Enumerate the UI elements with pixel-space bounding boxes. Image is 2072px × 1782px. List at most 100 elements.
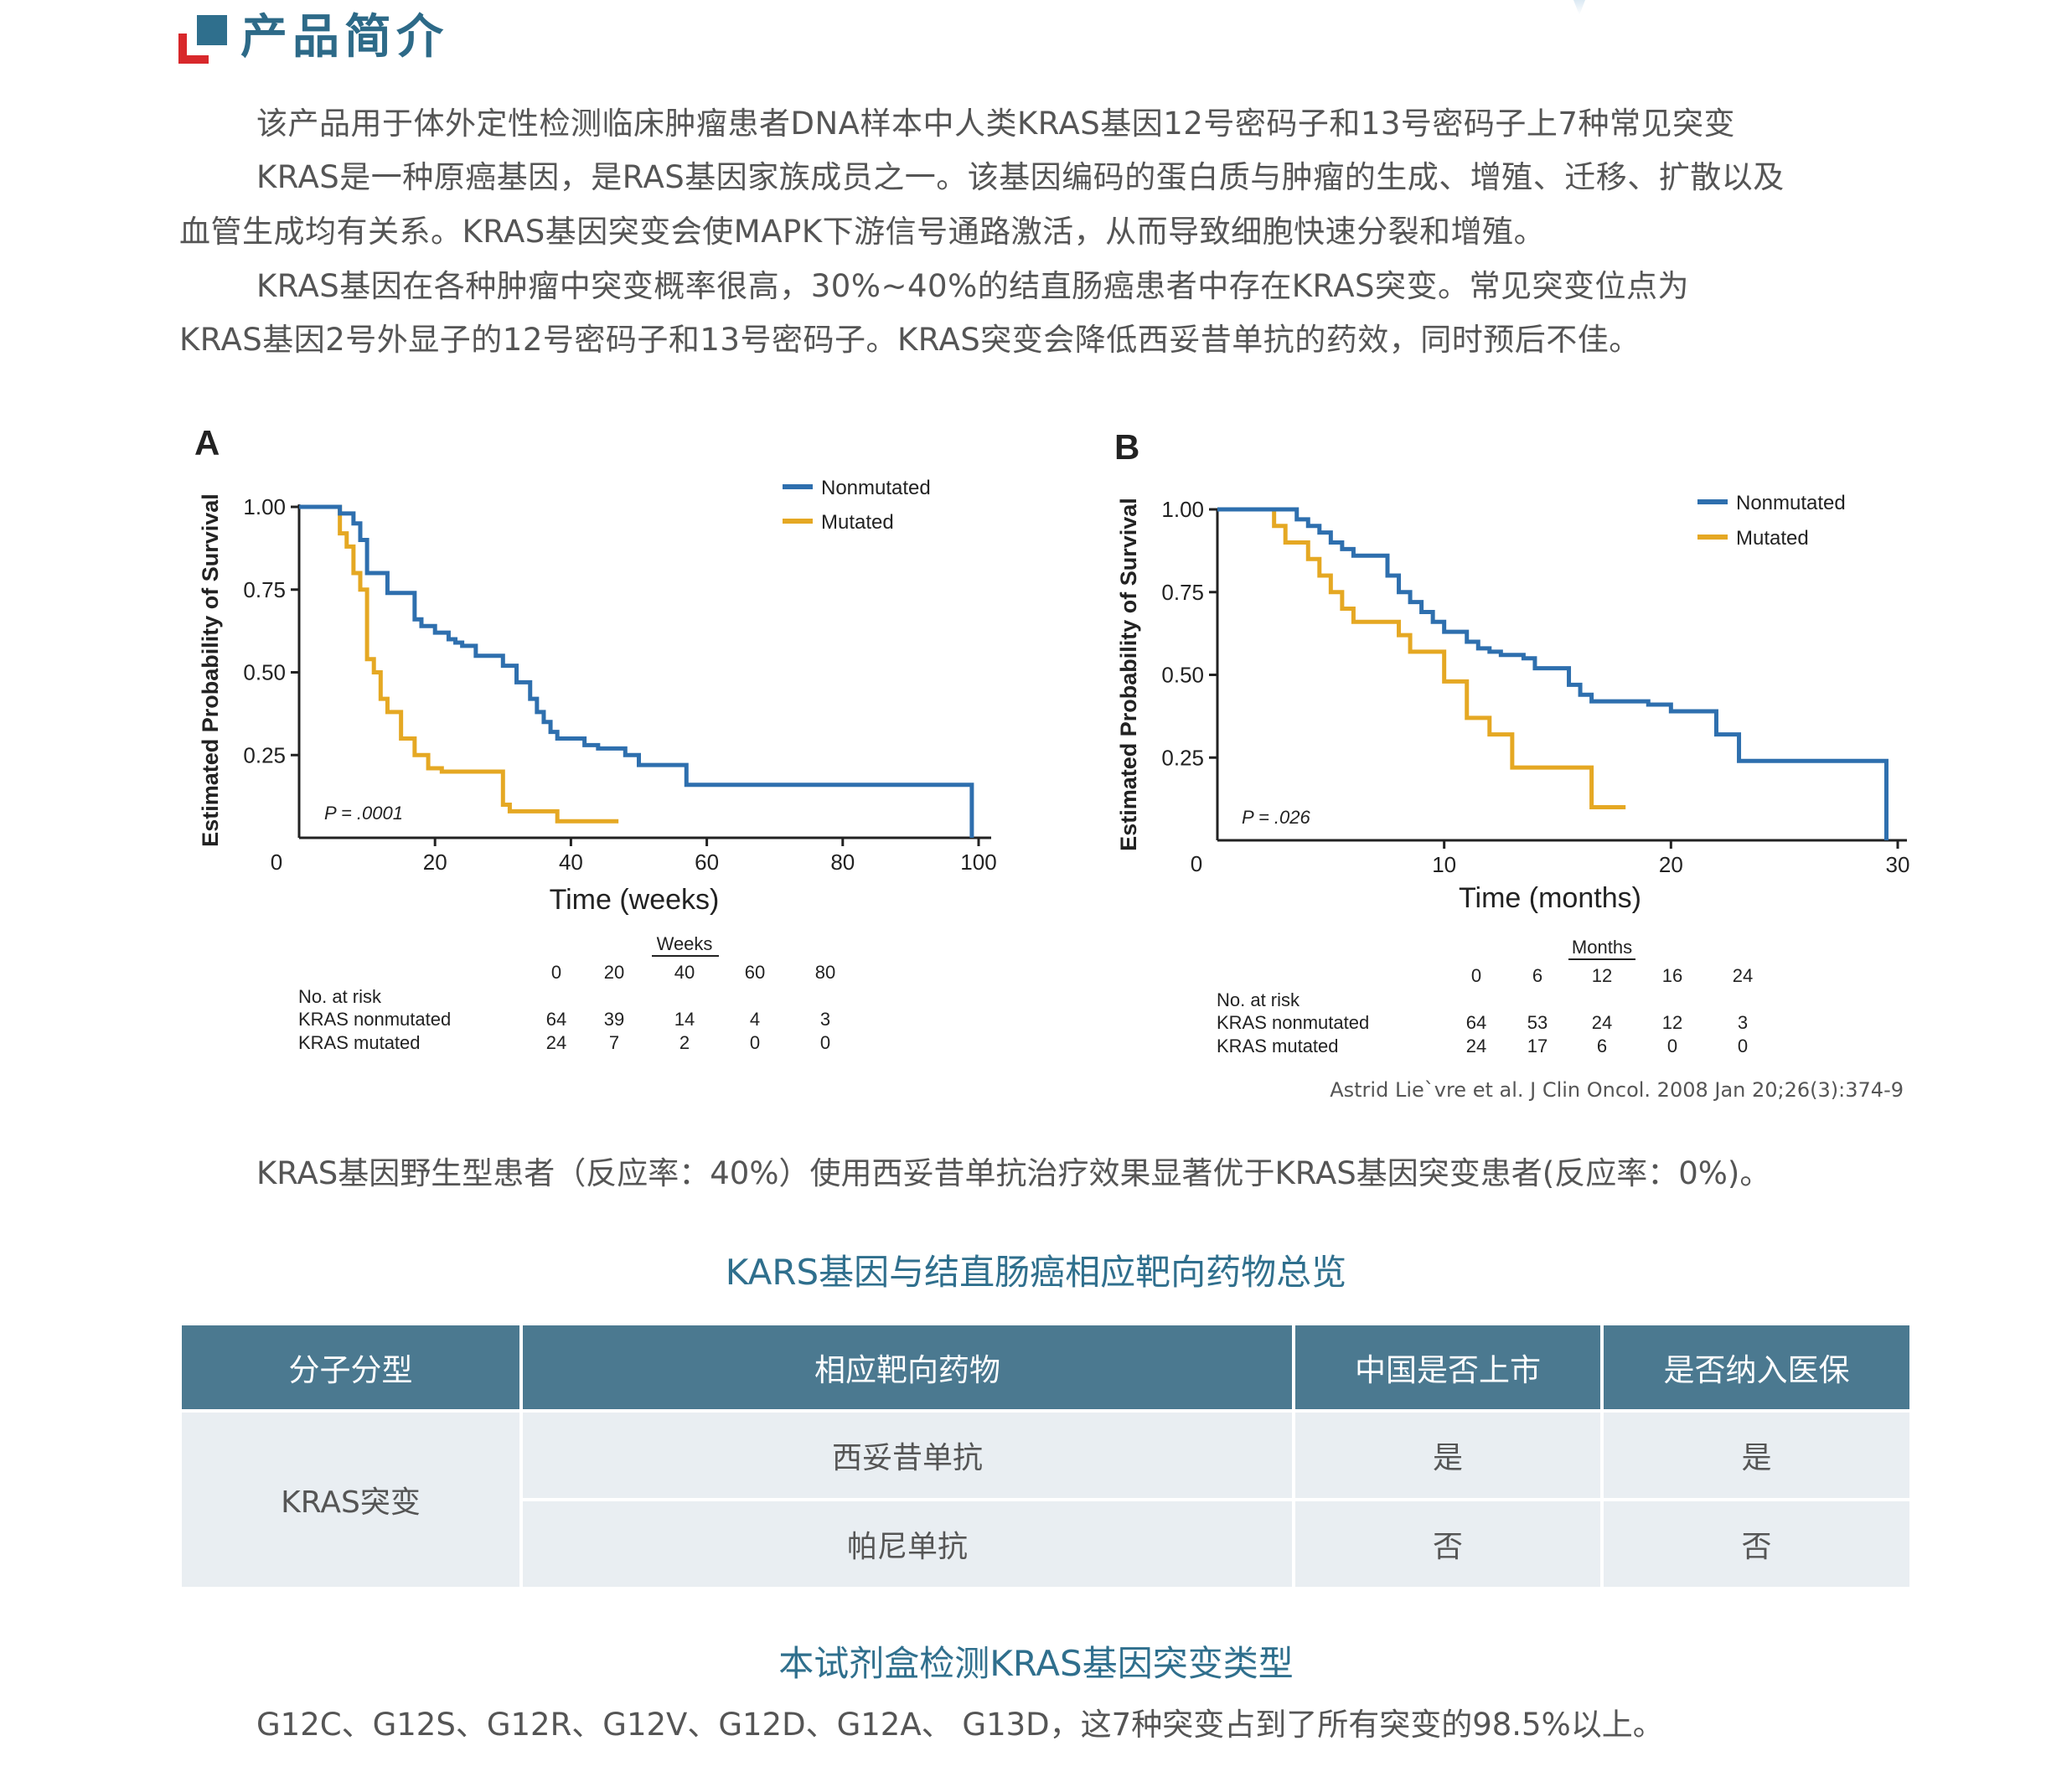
red-blue-squares-logo-icon xyxy=(178,15,229,64)
panel-b-risk-unit: Months xyxy=(1572,937,1632,958)
x-tick-label: 30 xyxy=(1886,852,1910,877)
panel-b-risk-row2-label: KRAS mutated xyxy=(1217,1036,1339,1056)
risk-time-label: 0 xyxy=(551,962,561,983)
y-tick-label: 0.25 xyxy=(243,742,286,767)
insured-value: 否 xyxy=(1602,1498,1909,1587)
risk-time-label: 60 xyxy=(745,962,765,983)
panel-a-risk-row2-label: KRAS mutated xyxy=(298,1032,421,1053)
risk-nonmutated-count: 3 xyxy=(1738,1012,1748,1033)
listed-value: 是 xyxy=(1294,1409,1604,1500)
listed-value: 否 xyxy=(1294,1498,1604,1587)
x-tick-label: 100 xyxy=(960,850,996,875)
panel-b-mutated-curve xyxy=(1217,507,1626,809)
x-tick-label: 40 xyxy=(559,850,583,875)
risk-mutated-count: 24 xyxy=(546,1032,566,1053)
panel-a-risk-row1-label: KRAS nonmutated xyxy=(298,1009,451,1030)
section-title: 产品简介 xyxy=(240,10,448,65)
y-tick-label: 0.25 xyxy=(1161,745,1204,770)
kit-mutation-title: 本试剂盒检测KRAS基因突变类型 xyxy=(778,1643,1294,1684)
panel-a: A Estimated Probability of Survival 1.00… xyxy=(194,423,997,1053)
panel-b-legend-mutated: Mutated xyxy=(1736,527,1809,550)
intro-paragraph-1: 该产品用于体外定性检测临床肿瘤患者DNA样本中人类KRAS基因12号密码子和13… xyxy=(256,106,1735,142)
x-tick-label: 20 xyxy=(423,850,447,875)
risk-mutated-count: 0 xyxy=(820,1032,830,1053)
panel-a-mutated-curve xyxy=(299,504,619,824)
panel-a-p-value: P = .0001 xyxy=(324,803,403,824)
panel-b-risk-row1-label: KRAS nonmutated xyxy=(1217,1012,1369,1033)
risk-nonmutated-count: 64 xyxy=(546,1009,566,1030)
group-label-kras-mutation: KRAS突变 xyxy=(182,1409,523,1587)
risk-time-label: 12 xyxy=(1592,965,1612,986)
y-tick-label: 0.50 xyxy=(243,660,286,685)
table-row: KRAS突变 西妥昔单抗 是 是 xyxy=(182,1409,1909,1587)
table-row: 帕尼单抗 否 否 xyxy=(182,1498,1909,1587)
panel-a-nonmutated-curve xyxy=(299,504,974,838)
risk-nonmutated-count: 64 xyxy=(1466,1012,1486,1033)
panel-b: B Estimated Probability of Survival 1.00… xyxy=(1114,427,1909,1056)
x-tick-label: 80 xyxy=(830,850,855,875)
panel-b-risk-title: No. at risk xyxy=(1217,989,1300,1010)
risk-time-label: 6 xyxy=(1532,965,1542,986)
x-tick-label: 10 xyxy=(1432,852,1456,877)
x-tick-label: 60 xyxy=(695,850,719,875)
header-molecular-type: 分子分型 xyxy=(182,1325,523,1411)
header-target-drug: 相应靶向药物 xyxy=(521,1325,1295,1411)
panel-b-legend-nonmutated: Nonmutated xyxy=(1736,492,1846,514)
response-rate-text: KRAS基因野生型患者（反应率：40%）使用西妥昔单抗治疗效果显著优于KRAS基… xyxy=(256,1155,1771,1191)
kaplan-meier-figure: A Estimated Probability of Survival 1.00… xyxy=(194,423,1909,1056)
panel-a-xlabel: Time (weeks) xyxy=(550,884,720,916)
risk-time-label: 24 xyxy=(1733,965,1753,986)
risk-time-label: 40 xyxy=(674,962,695,983)
panel-b-ylabel: Estimated Probability of Survival xyxy=(1116,498,1141,851)
risk-time-label: 20 xyxy=(604,962,624,983)
risk-mutated-count: 17 xyxy=(1527,1036,1548,1056)
kit-mutation-text: G12C、G12S、G12R、G12V、G12D、G12A、 G13D，这7种突… xyxy=(256,1707,1664,1743)
intro-paragraph-2-line-1: KRAS是一种原癌基因，是RAS基因家族成员之一。该基因编码的蛋白质与肿瘤的生成… xyxy=(256,159,1785,195)
y-tick-label: 1.00 xyxy=(243,494,286,519)
y-tick-label: 0.75 xyxy=(243,577,286,602)
panel-b-xlabel: Time (months) xyxy=(1459,882,1641,914)
risk-mutated-count: 0 xyxy=(1667,1036,1677,1056)
y-tick-label: 1.00 xyxy=(1161,497,1204,522)
risk-time-label: 80 xyxy=(815,962,835,983)
intro-paragraph-3-line-2: KRAS基因2号外显子的12号密码子和13号密码子。KRAS突变会降低西妥昔单抗… xyxy=(179,322,1641,358)
section-header: 产品简介 xyxy=(178,7,765,74)
y-tick-label: 0.50 xyxy=(1161,663,1204,688)
drug-name: 西妥昔单抗 xyxy=(521,1409,1295,1500)
panel-a-origin-label: 0 xyxy=(271,850,282,875)
table-header-row: 分子分型 相应靶向药物 中国是否上市 是否纳入医保 xyxy=(182,1325,1909,1411)
risk-mutated-count: 0 xyxy=(750,1032,760,1053)
header-medical-insurance: 是否纳入医保 xyxy=(1602,1325,1909,1411)
panel-a-risk-title: No. at risk xyxy=(298,986,382,1007)
risk-nonmutated-count: 12 xyxy=(1662,1012,1682,1033)
risk-mutated-count: 2 xyxy=(679,1032,690,1053)
y-tick-label: 0.75 xyxy=(1161,580,1204,605)
risk-time-label: 0 xyxy=(1471,965,1481,986)
panel-b-nonmutated-curve xyxy=(1217,507,1889,840)
drug-name: 帕尼单抗 xyxy=(521,1498,1295,1587)
risk-nonmutated-count: 3 xyxy=(820,1009,830,1030)
intro-paragraph-2-line-2: 血管生成均有关系。KRAS基因突变会使MAPK下游信号通路激活，从而导致细胞快速… xyxy=(179,214,1546,250)
figure-citation: Astrid Lie`vre et al. J Clin Oncol. 2008… xyxy=(1330,1078,1904,1102)
risk-time-label: 16 xyxy=(1662,965,1682,986)
header-listed-in-china: 中国是否上市 xyxy=(1294,1325,1604,1411)
risk-mutated-count: 24 xyxy=(1466,1036,1486,1056)
drug-table-title: KARS基因与结直肠癌相应靶向药物总览 xyxy=(725,1252,1347,1293)
x-tick-label: 20 xyxy=(1659,852,1683,877)
panel-a-label: A xyxy=(194,423,220,462)
drug-overview-table: 分子分型 相应靶向药物 中国是否上市 是否纳入医保 KRAS突变 西妥昔单抗 是… xyxy=(182,1325,1909,1587)
panel-a-ylabel: Estimated Probability of Survival xyxy=(198,493,223,847)
panel-a-legend-mutated: Mutated xyxy=(821,511,894,534)
risk-nonmutated-count: 53 xyxy=(1527,1012,1548,1033)
intro-paragraph-3-line-1: KRAS基因在各种肿瘤中突变概率很高，30%~40%的结直肠癌患者中存在KRAS… xyxy=(256,268,1690,304)
risk-nonmutated-count: 39 xyxy=(604,1009,624,1030)
risk-mutated-count: 7 xyxy=(609,1032,619,1053)
panel-b-label: B xyxy=(1114,427,1139,467)
panel-a-risk-unit: Weeks xyxy=(657,933,713,954)
risk-nonmutated-count: 24 xyxy=(1592,1012,1612,1033)
risk-mutated-count: 6 xyxy=(1597,1036,1607,1056)
risk-nonmutated-count: 4 xyxy=(750,1009,760,1030)
insured-value: 是 xyxy=(1602,1409,1909,1500)
panel-b-p-value: P = .026 xyxy=(1242,807,1311,828)
risk-mutated-count: 0 xyxy=(1738,1036,1748,1056)
